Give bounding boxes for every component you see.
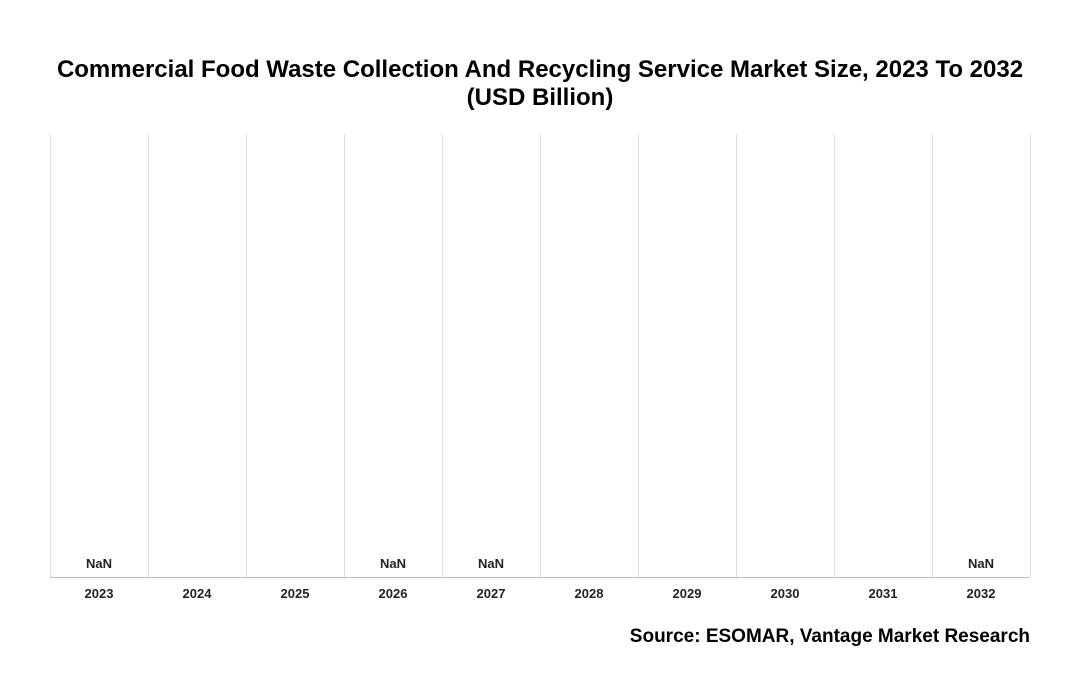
plot-area: NaN NaN NaN NaN [50,134,1030,578]
source-attribution: Source: ESOMAR, Vantage Market Research [630,626,1030,648]
x-axis-label: 2028 [540,586,638,601]
bar-slot: NaN [344,134,442,577]
x-axis-label: 2027 [442,586,540,601]
x-axis-label: 2032 [932,586,1030,601]
bar-value-label: NaN [86,556,112,577]
bar-slot [638,134,736,577]
bar-slot: NaN [50,134,148,577]
x-axis-label: 2026 [344,586,442,601]
bar-slot [736,134,834,577]
grid-line [1030,134,1031,577]
bar-slot [540,134,638,577]
bar-value-label: NaN [478,556,504,577]
x-axis-label: 2023 [50,586,148,601]
bar-slot: NaN [442,134,540,577]
bar-slot [148,134,246,577]
x-axis-label: 2031 [834,586,932,601]
chart-title: Commercial Food Waste Collection And Rec… [50,56,1030,112]
x-axis-label: 2024 [148,586,246,601]
bar-slot [246,134,344,577]
x-axis-label: 2025 [246,586,344,601]
x-axis-label: 2030 [736,586,834,601]
bar-value-label: NaN [968,556,994,577]
bar-slot: NaN [932,134,1030,577]
bar-slot [834,134,932,577]
x-axis-label: 2029 [638,586,736,601]
bar-value-label: NaN [380,556,406,577]
